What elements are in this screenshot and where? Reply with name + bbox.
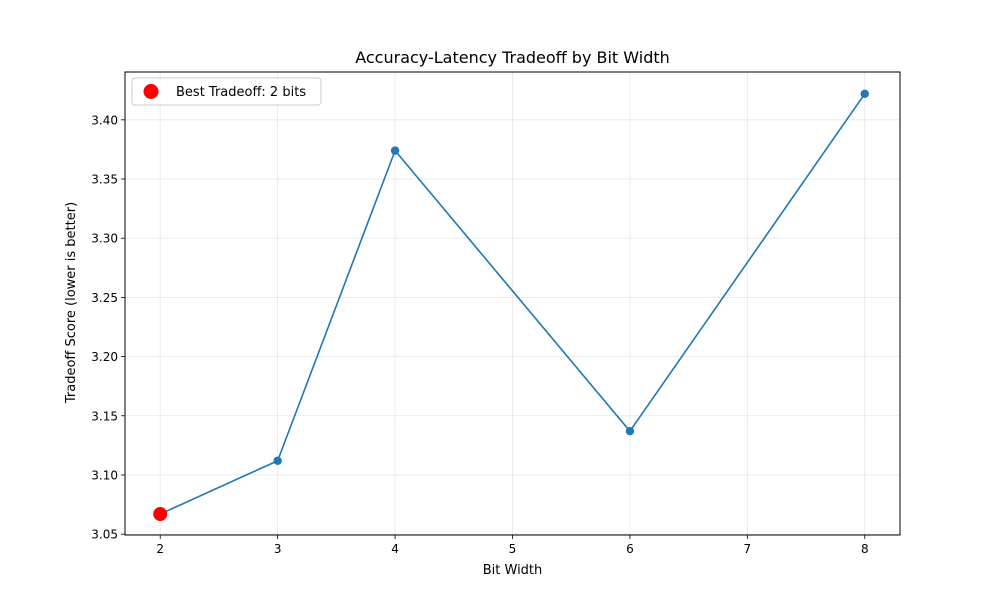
y-tick-label: 3.10: [91, 468, 118, 482]
x-tick-label: 2: [156, 542, 164, 556]
x-axis-label: Bit Width: [483, 563, 543, 578]
legend: Best Tradeoff: 2 bits: [131, 77, 322, 106]
y-tick-label: 3.15: [91, 409, 118, 423]
x-tick-label: 3: [274, 542, 282, 556]
y-axis-label: Tradeoff Score (lower is better): [64, 202, 79, 404]
legend-label-best-tradeoff: Best Tradeoff: 2 bits: [176, 85, 306, 100]
x-tick-label: 4: [391, 542, 399, 556]
grid: [125, 72, 900, 535]
y-tick-label: 3.05: [91, 528, 118, 542]
best-tradeoff-point: [153, 507, 168, 522]
x-tick-label: 5: [509, 542, 517, 556]
x-tick-label: 7: [744, 542, 752, 556]
axis-ticks: 2 3 4 5 6 7 8 3.05 3.10 3.15 3.20 3.25 3.30 3.35 3.40: [91, 113, 868, 556]
y-tick-label: 3.20: [91, 350, 118, 364]
series-layer: [153, 89, 869, 522]
y-tick-label: 3.40: [91, 113, 118, 127]
data-point: [860, 89, 869, 98]
data-point: [273, 456, 282, 465]
y-tick-label: 3.25: [91, 291, 118, 305]
data-point: [625, 426, 635, 436]
legend-box: [131, 77, 322, 106]
data-point: [390, 146, 400, 155]
legend-marker-best-tradeoff: [143, 84, 159, 99]
chart-title: Accuracy-Latency Tradeoff by Bit Width: [355, 48, 670, 67]
y-tick-label: 3.30: [91, 232, 118, 246]
y-tick-label: 3.35: [91, 173, 118, 187]
x-tick-label: 8: [861, 542, 869, 556]
x-tick-label: 6: [626, 542, 634, 556]
